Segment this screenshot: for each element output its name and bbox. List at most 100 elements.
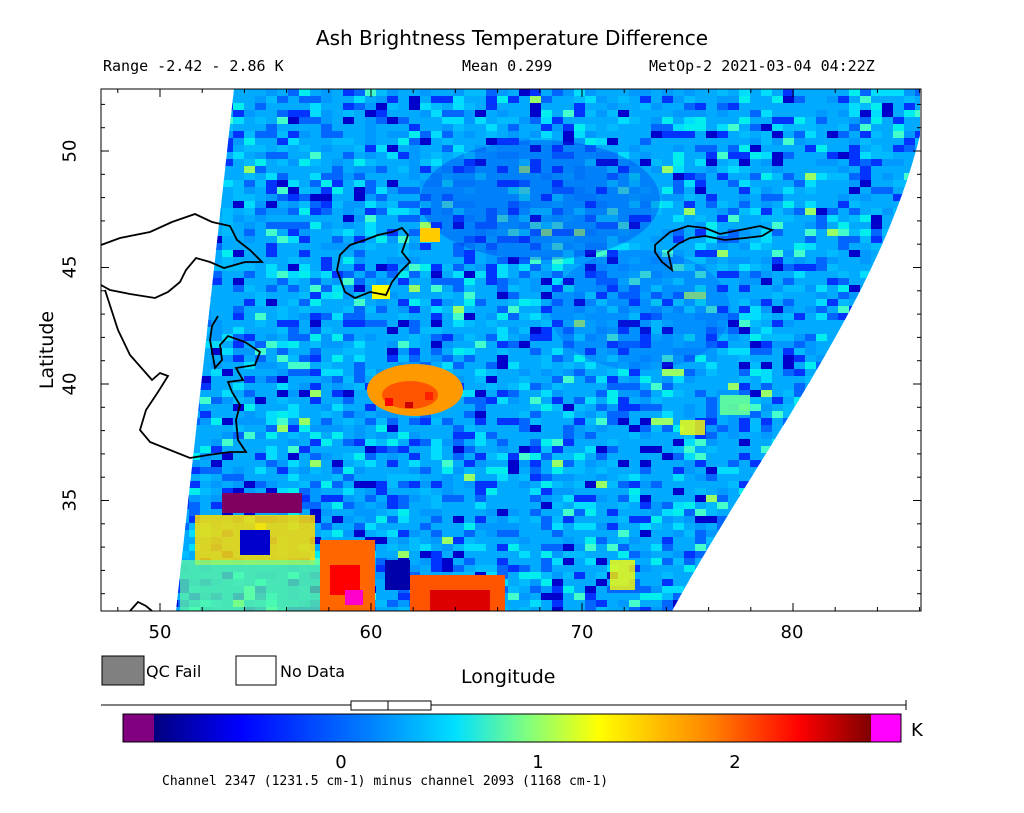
- swath-pixel: [860, 376, 871, 383]
- swath-pixel: [783, 299, 794, 306]
- swath-pixel: [420, 488, 431, 495]
- swath-pixel: [640, 467, 651, 474]
- swath-pixel: [299, 481, 310, 488]
- swath-pixel: [530, 425, 541, 432]
- swath-pixel: [398, 257, 409, 264]
- swath-pixel: [176, 544, 178, 551]
- coastlines: [101, 213, 775, 611]
- swath-pixel: [695, 117, 706, 124]
- swath-pixel: [365, 453, 376, 460]
- swath-pixel: [310, 509, 321, 516]
- swath-pixel: [464, 446, 475, 453]
- swath-pixel: [717, 537, 728, 544]
- swath-pixel: [596, 348, 607, 355]
- swath-pixel: [805, 362, 816, 369]
- swath-pixel: [838, 278, 849, 285]
- swath-pixel: [673, 159, 684, 166]
- swath-pixel: [453, 348, 464, 355]
- swath-pixel: [552, 523, 563, 530]
- swath-pixel: [706, 201, 717, 208]
- swath-pixel: [233, 425, 244, 432]
- swath-pixel: [508, 467, 519, 474]
- swath-pixel: [519, 187, 530, 194]
- swath-pixel: [607, 544, 618, 551]
- swath-pixel: [189, 418, 200, 425]
- swath-pixel: [772, 320, 783, 327]
- swath-pixel: [739, 558, 750, 565]
- swath-pixel: [508, 565, 519, 572]
- swath-pixel: [706, 432, 717, 439]
- swath-pixel: [530, 145, 541, 152]
- swath-pixel: [387, 117, 398, 124]
- swath-pixel: [662, 96, 673, 103]
- swath-pixel: [332, 285, 343, 292]
- swath-pixel: [519, 481, 530, 488]
- swath-pixel: [893, 509, 904, 516]
- swath-pixel: [695, 222, 706, 229]
- swath-pixel: [134, 565, 145, 572]
- swath-pixel: [475, 376, 486, 383]
- swath-pixel: [332, 159, 343, 166]
- swath-pixel: [497, 509, 508, 516]
- swath-pixel: [145, 593, 156, 600]
- swath-pixel: [541, 355, 552, 362]
- swath-pixel: [332, 495, 343, 502]
- swath-pixel: [541, 243, 552, 250]
- colorbar-slider-thumb[interactable]: [350, 700, 432, 711]
- swath-pixel: [178, 495, 189, 502]
- swath-pixel: [123, 383, 134, 390]
- swath-pixel: [486, 124, 497, 131]
- swath-pixel: [552, 180, 563, 187]
- range-label: Range -2.42 - 2.86 K: [103, 57, 284, 75]
- swath-pixel: [629, 425, 640, 432]
- swath-pixel: [761, 502, 772, 509]
- swath-pixel: [387, 355, 398, 362]
- swath-pixel: [442, 201, 453, 208]
- swath-pixel: [761, 208, 772, 215]
- swath-pixel: [189, 187, 200, 194]
- swath-pixel: [486, 334, 497, 341]
- swath-pixel: [453, 96, 464, 103]
- swath-pixel: [618, 348, 629, 355]
- swath-pixel: [288, 131, 299, 138]
- swath-pixel: [365, 306, 376, 313]
- swath-pixel: [904, 180, 915, 187]
- swath-pixel: [343, 418, 354, 425]
- swath-pixel: [728, 96, 739, 103]
- swath-pixel: [783, 348, 794, 355]
- swath-pixel: [475, 222, 486, 229]
- swath-pixel: [398, 166, 409, 173]
- swath-pixel: [519, 537, 530, 544]
- swath-pixel: [805, 131, 816, 138]
- swath-pixel: [596, 201, 607, 208]
- swath-pixel: [563, 355, 574, 362]
- swath-pixel: [519, 425, 530, 432]
- swath-pixel: [882, 481, 893, 488]
- swath-pixel: [420, 110, 431, 117]
- swath-pixel: [398, 474, 409, 481]
- swath-pixel: [288, 446, 299, 453]
- swath-pixel: [596, 523, 607, 530]
- swath-pixel: [805, 565, 816, 572]
- swath-pixel: [123, 313, 134, 320]
- swath-pixel: [211, 89, 222, 96]
- swath-pixel: [904, 334, 915, 341]
- swath-pixel: [332, 390, 343, 397]
- swath-pixel: [244, 173, 255, 180]
- swath-pixel: [365, 334, 376, 341]
- swath-pixel: [310, 369, 321, 376]
- swath-pixel: [475, 488, 486, 495]
- swath-pixel: [904, 530, 915, 537]
- swath-pixel: [684, 194, 695, 201]
- swath-pixel: [816, 264, 827, 271]
- no-data-label: No Data: [280, 662, 346, 681]
- swath-pixel: [464, 537, 475, 544]
- swath-pixel: [618, 327, 629, 334]
- swath-pixel: [299, 306, 310, 313]
- swath-pixel: [321, 110, 332, 117]
- swath-pixel: [475, 453, 486, 460]
- swath-pixel: [530, 488, 541, 495]
- x-tick-label: 50: [148, 622, 172, 643]
- swath-pixel: [739, 229, 750, 236]
- swath-pixel: [211, 320, 222, 327]
